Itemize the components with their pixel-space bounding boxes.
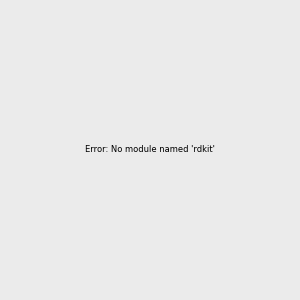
Text: Error: No module named 'rdkit': Error: No module named 'rdkit' [85,146,215,154]
